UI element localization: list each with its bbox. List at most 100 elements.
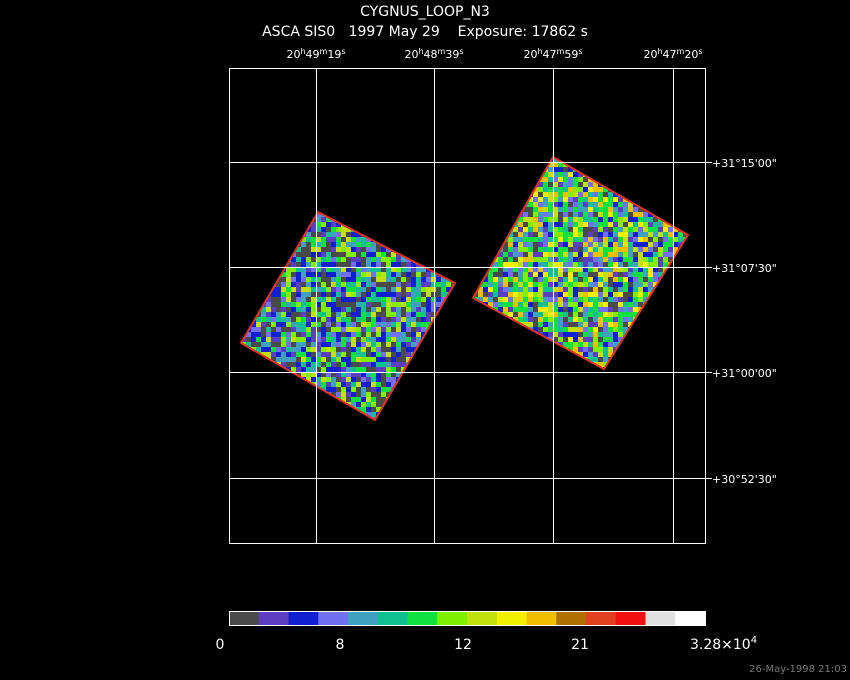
pixel bbox=[296, 397, 301, 402]
pixel bbox=[648, 247, 653, 252]
pixel bbox=[653, 192, 658, 197]
pixel bbox=[406, 237, 411, 242]
pixel bbox=[638, 357, 643, 362]
pixel bbox=[478, 352, 483, 357]
pixel bbox=[683, 227, 688, 232]
pixel bbox=[346, 247, 351, 252]
pixel bbox=[503, 157, 508, 162]
pixel bbox=[261, 352, 266, 357]
pixel bbox=[568, 307, 573, 312]
pixel bbox=[311, 332, 316, 337]
pixel bbox=[678, 232, 683, 237]
pixel bbox=[451, 367, 455, 372]
pixel bbox=[281, 407, 286, 412]
ra-label-part: 59 bbox=[564, 48, 578, 61]
pixel bbox=[523, 362, 528, 367]
pixel bbox=[633, 297, 638, 302]
pixel bbox=[523, 357, 528, 362]
pixel bbox=[441, 422, 446, 427]
pixel bbox=[598, 212, 603, 217]
pixel bbox=[503, 217, 508, 222]
pixel bbox=[633, 157, 638, 162]
pixel bbox=[588, 332, 593, 337]
pixel bbox=[316, 302, 321, 307]
pixel bbox=[456, 422, 461, 427]
pixel bbox=[618, 282, 623, 287]
pixel bbox=[588, 327, 593, 332]
pixel bbox=[396, 372, 401, 377]
pixel bbox=[553, 237, 558, 242]
pixel bbox=[451, 402, 455, 407]
pixel bbox=[391, 302, 396, 307]
pixel bbox=[296, 307, 301, 312]
pixel bbox=[336, 377, 341, 382]
pixel bbox=[578, 177, 583, 182]
pixel bbox=[271, 347, 276, 352]
pixel bbox=[633, 357, 638, 362]
pixel bbox=[583, 322, 588, 327]
pixel bbox=[246, 397, 251, 402]
pixel bbox=[578, 187, 583, 192]
pixel bbox=[593, 347, 598, 352]
pixel bbox=[513, 257, 518, 262]
pixel bbox=[613, 257, 618, 262]
pixel bbox=[583, 282, 588, 287]
pixel bbox=[603, 157, 608, 162]
pixel bbox=[361, 282, 366, 287]
pixel bbox=[351, 222, 356, 227]
pixel bbox=[523, 172, 528, 177]
pixel bbox=[643, 362, 648, 367]
pixel bbox=[456, 207, 461, 212]
pixel bbox=[578, 342, 583, 347]
pixel bbox=[296, 382, 301, 387]
pixel bbox=[588, 222, 593, 227]
pixel bbox=[366, 277, 371, 282]
pixel bbox=[421, 387, 426, 392]
pixel bbox=[371, 302, 376, 307]
pixel bbox=[583, 347, 588, 352]
pixel bbox=[336, 237, 341, 242]
pixel bbox=[421, 382, 426, 387]
pixel bbox=[396, 212, 401, 217]
pixel bbox=[251, 312, 256, 317]
pixel bbox=[386, 297, 391, 302]
pixel bbox=[241, 302, 246, 307]
pixel bbox=[543, 207, 548, 212]
pixel bbox=[346, 237, 351, 242]
pixel bbox=[291, 272, 296, 277]
pixel bbox=[623, 297, 628, 302]
pixel bbox=[301, 352, 306, 357]
pixel bbox=[441, 317, 446, 322]
pixel bbox=[488, 332, 493, 337]
pixel bbox=[578, 287, 583, 292]
pixel bbox=[426, 222, 431, 227]
pixel bbox=[673, 237, 678, 242]
pixel bbox=[271, 242, 276, 247]
pixel bbox=[593, 202, 598, 207]
pixel bbox=[236, 242, 241, 247]
pixel bbox=[508, 357, 513, 362]
pixel bbox=[533, 327, 538, 332]
pixel bbox=[583, 177, 588, 182]
pixel bbox=[678, 312, 683, 317]
pixel bbox=[251, 382, 256, 387]
pixel bbox=[623, 252, 628, 257]
pixel bbox=[663, 297, 668, 302]
pixel bbox=[513, 197, 518, 202]
pixel bbox=[603, 282, 608, 287]
pixel bbox=[311, 372, 316, 377]
pixel bbox=[251, 257, 256, 262]
pixel bbox=[451, 357, 455, 362]
pixel bbox=[301, 282, 306, 287]
pixel bbox=[573, 362, 578, 367]
pixel bbox=[451, 342, 455, 347]
pixel bbox=[286, 237, 291, 242]
pixel bbox=[396, 262, 401, 267]
pixel bbox=[361, 302, 366, 307]
pixel bbox=[416, 382, 421, 387]
pixel bbox=[261, 412, 266, 417]
pixel bbox=[608, 207, 613, 212]
pixel bbox=[628, 292, 633, 297]
pixel bbox=[411, 242, 416, 247]
pixel bbox=[633, 222, 638, 227]
